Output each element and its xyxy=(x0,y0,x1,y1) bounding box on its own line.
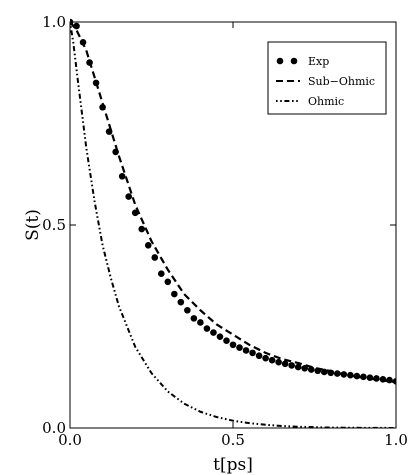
series-line-sub-ohmic xyxy=(70,21,396,384)
exp-data-point xyxy=(138,225,146,233)
x-tick-label: 0.5 xyxy=(221,431,245,449)
exp-data-point xyxy=(268,356,276,364)
exp-data-point xyxy=(236,344,243,351)
exp-data-point xyxy=(144,242,152,249)
exp-data-point xyxy=(203,325,211,332)
exp-data-point xyxy=(216,333,224,340)
exp-data-point xyxy=(73,22,80,30)
exp-data-point xyxy=(288,362,295,369)
exp-data-point xyxy=(151,254,159,261)
y-tick-label: 0.5 xyxy=(42,216,66,234)
legend-swatch-exp xyxy=(290,57,298,65)
y-tick-label: 1.0 xyxy=(42,13,66,31)
exp-data-point xyxy=(334,370,341,377)
exp-data-point xyxy=(171,290,178,298)
exp-data-point xyxy=(197,319,204,326)
x-axis-label: t[ps] xyxy=(213,455,253,475)
y-axis-label: S(t) xyxy=(23,209,43,241)
exp-data-point xyxy=(281,360,289,368)
exp-data-point xyxy=(118,172,126,180)
y-tick-label: 0.0 xyxy=(42,419,66,437)
exp-data-point xyxy=(184,306,191,314)
legend-label: Sub−Ohmic xyxy=(308,75,375,88)
exp-data-point xyxy=(131,209,139,217)
exp-data-point xyxy=(164,278,172,286)
legend-swatch-exp xyxy=(276,57,284,65)
legend-label: Ohmic xyxy=(308,95,344,108)
exp-data-point xyxy=(190,315,198,322)
exp-data-point xyxy=(353,372,361,380)
axis-ticks: 0.0 0.5 1.0 0.0 0.5 1.0 xyxy=(42,13,408,449)
exp-data-point xyxy=(125,193,132,200)
exp-data-point xyxy=(307,366,315,373)
exp-data-point xyxy=(157,270,165,278)
exp-data-point xyxy=(255,352,263,360)
x-tick-label: 1.0 xyxy=(384,431,408,449)
legend-label: Exp xyxy=(308,55,329,68)
exp-data-point xyxy=(275,358,282,366)
exp-data-point xyxy=(301,365,309,372)
exp-data-point xyxy=(210,329,217,336)
exp-data-point xyxy=(229,341,237,349)
exp-data-point xyxy=(223,337,230,345)
x-tick-label: 0.0 xyxy=(58,431,82,449)
exp-data-point xyxy=(249,349,256,357)
exp-data-point xyxy=(294,363,302,371)
exp-data-point xyxy=(177,298,185,306)
exp-data-point xyxy=(242,347,250,354)
exp-data-point xyxy=(262,354,269,362)
legend: Exp Sub−Ohmic Ohmic xyxy=(267,41,387,115)
